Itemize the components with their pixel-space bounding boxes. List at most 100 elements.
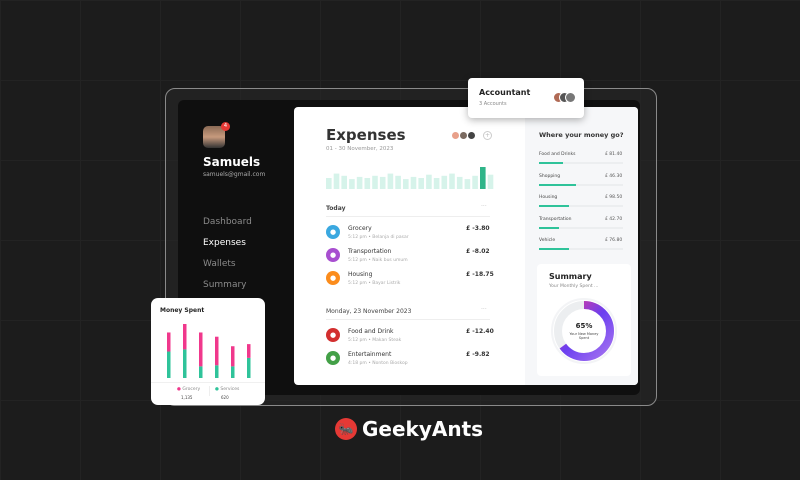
user-email: samuels@gmail.com [203, 171, 266, 178]
summary-card: Summary Your Monthly Spent ... 65% Your … [537, 264, 631, 376]
bar-services [247, 357, 251, 378]
sidebar-item-summary[interactable]: Summary [203, 280, 247, 290]
transaction-time: 5:12 pm [348, 235, 367, 240]
bar [333, 173, 340, 189]
bar [456, 176, 463, 189]
more-icon[interactable]: ··· [481, 306, 487, 313]
bar-grocery [199, 332, 203, 367]
currency: £ [466, 248, 471, 255]
bar-grocery [167, 332, 171, 352]
money-spent-chart [167, 324, 251, 378]
sidebar-item-expenses[interactable]: Expenses [203, 238, 246, 248]
legend-value: 620 [221, 395, 229, 400]
bar [364, 178, 371, 189]
bar [341, 175, 347, 189]
money-breakdown-panel: Where your money go? Food and Drinks £ 8… [525, 107, 638, 385]
legend-dot: ● [215, 387, 219, 392]
bar-services [199, 366, 203, 378]
divider [151, 382, 265, 383]
ant-logo-icon: 🐜 [335, 418, 357, 440]
transaction-meta: 5:12 pm • Bayar Listrik [348, 281, 401, 286]
date-range: 01 - 30 November, 2023 [326, 146, 394, 152]
bar [403, 179, 409, 189]
transaction-meta: 5:12 pm • Belanja di pasar [348, 235, 409, 240]
category-value: £ 98.50 [605, 195, 623, 200]
bar [410, 176, 417, 189]
transaction-amount: £ -18.75 [466, 271, 494, 278]
transaction-note: Naik bus umum [372, 258, 408, 263]
bus-icon: ● [326, 248, 340, 262]
transaction-name[interactable]: Grocery [348, 225, 372, 232]
bar-grocery [215, 336, 219, 366]
transaction-meta: 4:18 pm • Nonton Bioskop [348, 361, 408, 366]
avatar[interactable] [203, 126, 225, 148]
avatar [467, 131, 476, 140]
transaction-amount: £ -12.40 [466, 328, 494, 335]
category-progress [539, 248, 623, 250]
transaction-name[interactable]: Food and Drink [348, 328, 394, 335]
transaction-note: Makan Steak [372, 338, 402, 343]
legend-value: 1,135 [181, 395, 193, 400]
transaction-name[interactable]: Housing [348, 271, 373, 278]
summary-title: Summary [549, 272, 592, 281]
sidebar-item-dashboard[interactable]: Dashboard [203, 217, 252, 227]
chart-title: Money Spent [160, 307, 205, 314]
user-name: Samuels [203, 155, 261, 169]
bar [480, 167, 486, 189]
category-value: £ 42.70 [605, 216, 623, 222]
donut-progress [554, 301, 614, 361]
currency: £ [466, 271, 471, 278]
legend-services: ● Services [215, 387, 239, 392]
bar [349, 179, 355, 189]
bar [395, 175, 401, 189]
bar-services [183, 349, 187, 378]
amount-value: -18.75 [472, 271, 494, 278]
category-progress [539, 183, 623, 186]
group-label: Monday, 23 November 2023 [326, 308, 412, 315]
category-label: Food and Drinks [539, 152, 576, 157]
food-icon: ● [326, 328, 340, 342]
bar [449, 173, 455, 189]
divider [209, 386, 210, 396]
amount-value: -3.80 [472, 225, 490, 232]
brand-name: GeekyAnts [362, 417, 484, 441]
bar-grocery [183, 324, 187, 350]
bar [426, 174, 432, 189]
bar [379, 176, 386, 189]
transaction-meta: 5:12 pm • Naik bus umum [348, 258, 408, 263]
add-member-icon[interactable]: + [483, 131, 492, 140]
legend-dot: ● [177, 387, 181, 392]
category-label: Transportation [539, 216, 572, 222]
category-label: Housing [539, 195, 558, 200]
more-icon[interactable]: ··· [481, 203, 487, 210]
transaction-meta: 5:12 pm • Makan Steak [348, 338, 402, 343]
bar-services [215, 365, 219, 378]
transaction-name[interactable]: Transportation [348, 248, 392, 255]
transaction-name[interactable]: Entertainment [348, 351, 392, 358]
bar [472, 175, 478, 189]
bar-services [231, 366, 235, 378]
transaction-time: 5:12 pm [348, 281, 367, 286]
home-icon: ● [326, 271, 340, 285]
bar [387, 173, 394, 189]
sidebar-item-wallets[interactable]: Wallets [203, 259, 236, 269]
bar-services [167, 351, 171, 378]
cart-icon: ● [326, 225, 340, 239]
category-progress [539, 205, 623, 207]
transaction-note: Belanja di pasar [372, 235, 409, 240]
bar [441, 175, 448, 189]
daily-expense-chart [326, 167, 494, 189]
divider [326, 216, 490, 217]
category-value: £ 81.40 [605, 152, 623, 157]
divider [326, 319, 490, 320]
currency: £ [466, 225, 471, 232]
summary-percent: 65% [575, 322, 593, 330]
notification-badge: 4 [221, 122, 230, 131]
category-value: £ 76.80 [605, 238, 623, 243]
bar [487, 174, 494, 189]
film-icon: ● [326, 351, 340, 365]
accountant-title: Accountant [479, 88, 531, 97]
breakdown-title: Where your money go? [539, 131, 624, 139]
accountant-card[interactable]: Accountant 3 Accounts [468, 78, 584, 118]
bar [326, 178, 332, 189]
